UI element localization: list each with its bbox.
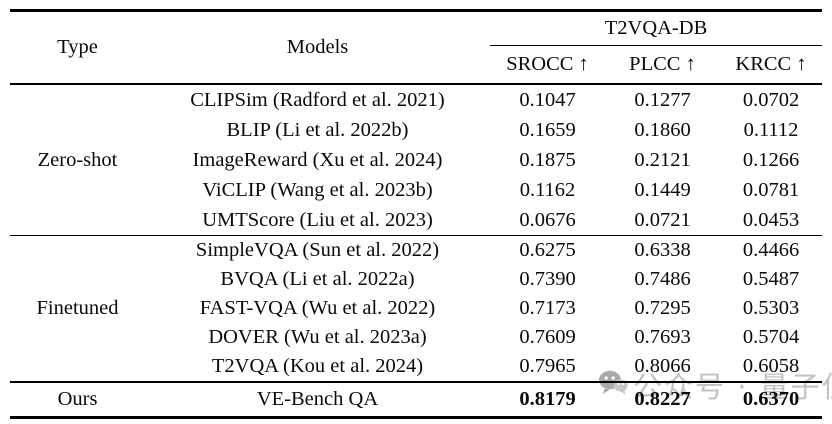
model-name: DOVER (Wu et al. 2023a) (208, 326, 427, 348)
krcc-value: 0.6058 (742, 355, 800, 377)
wechat-icon (598, 369, 628, 404)
srocc-value: 0.7965 (519, 355, 576, 377)
model-name: CLIPSim (Radford et al. 2021) (190, 88, 445, 111)
model-name: ViCLIP (Wang et al. 2023b) (202, 178, 433, 201)
col-header-group-t2vqa-db: T2VQA-DB (490, 10, 822, 46)
col-header-plcc: PLCC ↑ (629, 53, 696, 75)
model-name: FAST-VQA (Wu et al. 2022) (199, 297, 436, 319)
srocc-value: 0.1047 (519, 88, 576, 111)
krcc-value: 0.1266 (742, 148, 800, 171)
table-row: Ours VE-Bench QA 0.8179 0.8227 0.6370 (10, 382, 822, 418)
plcc-value: 0.1277 (634, 88, 691, 111)
srocc-value: 0.1162 (519, 178, 576, 201)
table-row: FAST-VQA (Wu et al. 2022) 0.7173 0.7295 … (10, 294, 822, 323)
section-ours: Ours VE-Bench QA 0.8179 0.8227 0.6370 (10, 382, 822, 418)
krcc-value: 0.6370 (742, 388, 800, 410)
table-header: Type Models T2VQA-DB SROCC ↑ PLCC ↑ KRCC… (10, 10, 822, 84)
section-zero-shot: Zero-shot CLIPSim (Radford et al. 2021) … (10, 84, 822, 236)
srocc-value: 0.7390 (519, 268, 576, 290)
table-row: ImageReward (Xu et al. 2024) 0.1875 0.21… (10, 145, 822, 175)
type-label-zero-shot: Zero-shot (37, 148, 118, 171)
krcc-value: 0.0702 (742, 88, 800, 111)
plcc-value: 0.7486 (634, 268, 691, 290)
col-header-type: Type (57, 36, 98, 58)
table-row: DOVER (Wu et al. 2023a) 0.7609 0.7693 0.… (10, 323, 822, 352)
col-header-models: Models (286, 36, 349, 58)
krcc-value: 0.1112 (743, 118, 799, 141)
plcc-value: 0.2121 (634, 148, 691, 171)
plcc-value: 0.1449 (634, 178, 691, 201)
plcc-value: 0.7295 (634, 297, 691, 319)
col-header-krcc: KRCC ↑ (735, 53, 807, 75)
krcc-value: 0.5487 (742, 268, 800, 290)
table-row: T2VQA (Kou et al. 2024) 0.7965 0.8066 0.… (10, 352, 822, 382)
plcc-value: 0.8066 (634, 355, 691, 377)
model-name: BLIP (Li et al. 2022b) (226, 118, 409, 141)
srocc-value: 0.1875 (519, 148, 576, 171)
type-label-finetuned: Finetuned (36, 297, 119, 319)
srocc-value: 0.8179 (519, 388, 576, 410)
table-row: Finetuned SimpleVQA (Sun et al. 2022) 0.… (10, 236, 822, 319)
plcc-value: 0.1860 (634, 118, 691, 141)
plcc-value: 0.0721 (634, 208, 691, 231)
srocc-value: 0.7609 (519, 326, 576, 348)
krcc-value: 0.0781 (742, 178, 800, 201)
plcc-value: 0.6338 (634, 239, 691, 261)
krcc-value: 0.5303 (742, 297, 800, 319)
section-finetuned: Finetuned SimpleVQA (Sun et al. 2022) 0.… (10, 235, 822, 383)
results-table: Type Models T2VQA-DB SROCC ↑ PLCC ↑ KRCC… (10, 9, 822, 419)
srocc-value: 0.1659 (519, 118, 576, 141)
table-row: ViCLIP (Wang et al. 2023b) 0.1162 0.1449… (10, 175, 822, 205)
results-table-container: Type Models T2VQA-DB SROCC ↑ PLCC ↑ KRCC… (10, 9, 822, 419)
table-row: BLIP (Li et al. 2022b) 0.1659 0.1860 0.1… (10, 115, 822, 145)
krcc-value: 0.0453 (742, 208, 800, 231)
watermark-text: 公众号 · 量子位 (633, 370, 832, 404)
type-label-ours: Ours (57, 388, 98, 410)
model-name: BVQA (Li et al. 2022a) (220, 268, 415, 290)
plcc-value: 0.7693 (634, 326, 691, 348)
model-name: UMTScore (Liu et al. 2023) (202, 208, 433, 231)
model-name: VE-Bench QA (256, 388, 379, 410)
srocc-value: 0.0676 (519, 208, 576, 231)
srocc-value: 0.7173 (519, 297, 576, 319)
model-name: T2VQA (Kou et al. 2024) (211, 355, 424, 377)
srocc-value: 0.6275 (519, 239, 576, 261)
watermark: 公众号 · 量子位 (598, 364, 832, 406)
table-row: BVQA (Li et al. 2022a) 0.7390 0.7486 0.5… (10, 265, 822, 294)
table-row: Zero-shot CLIPSim (Radford et al. 2021) … (10, 84, 822, 171)
krcc-value: 0.4466 (742, 239, 800, 261)
model-name: ImageReward (Xu et al. 2024) (192, 148, 443, 171)
table-row: UMTScore (Liu et al. 2023) 0.0676 0.0721… (10, 205, 822, 236)
plcc-value: 0.8227 (634, 388, 691, 410)
model-name: SimpleVQA (Sun et al. 2022) (195, 239, 440, 261)
krcc-value: 0.5704 (742, 326, 800, 348)
col-header-srocc: SROCC ↑ (506, 53, 589, 75)
